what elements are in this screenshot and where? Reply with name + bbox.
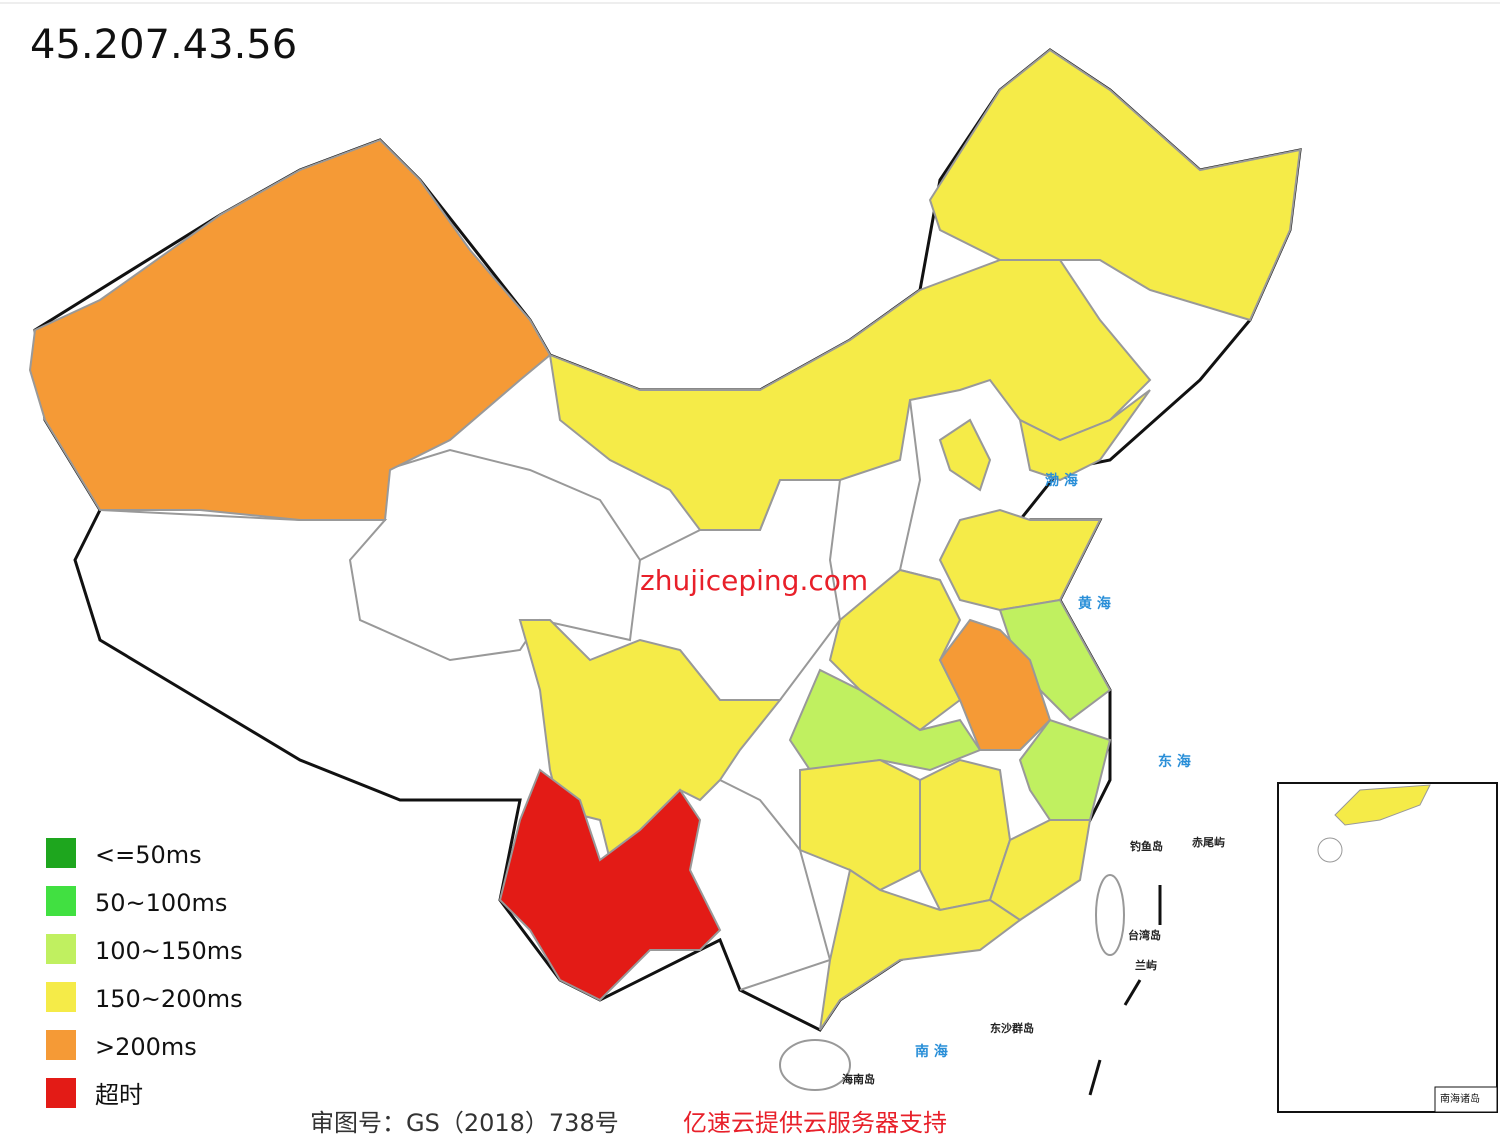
legend-swatch [46, 982, 76, 1012]
legend-label: 超时 [95, 1081, 143, 1109]
legend-swatch [46, 934, 76, 964]
legend-label: <=50ms [95, 841, 202, 869]
region-beijing-tianjin [938, 418, 992, 492]
legend-label: 100~150ms [95, 937, 243, 965]
watermark: zhujiceping.com [640, 564, 868, 597]
region-inner-mongolia [548, 259, 1152, 531]
legend-label: 50~100ms [95, 889, 227, 917]
footer-approval: 审图号：GS（2018）738号 [310, 1109, 619, 1137]
inset-title: 南海诸岛 [1440, 1092, 1480, 1105]
island-label: 兰屿 [1135, 958, 1157, 972]
inset-coast [1334, 784, 1431, 826]
region-heilongjiang [928, 48, 1302, 322]
region-guangdong [819, 868, 1022, 1031]
region-liaoning [1018, 389, 1151, 482]
hainan-island [779, 1039, 851, 1091]
taiwan-island [1095, 874, 1125, 956]
china-map: 渤 海 黄 海 东 海 南 海 台湾岛 海南岛 钓鱼岛 赤尾屿 东沙群岛 兰屿 [28, 48, 1302, 1096]
boundary-dash [1088, 1059, 1102, 1096]
sea-label: 南 海 [915, 1043, 948, 1060]
legend-swatch [46, 886, 76, 916]
island-label: 海南岛 [842, 1072, 875, 1086]
region-anhui [938, 618, 1052, 751]
legend-label: >200ms [95, 1033, 197, 1061]
boundary-dash [1123, 979, 1142, 1006]
legend-label: 150~200ms [95, 985, 243, 1013]
inset-map: 南海诸岛 [1277, 782, 1498, 1113]
inset-island [1317, 837, 1343, 863]
inset-frame [1277, 782, 1498, 1113]
legend-swatch [46, 1030, 76, 1060]
island-label: 钓鱼岛 [1130, 839, 1163, 853]
region-hunan [799, 758, 921, 892]
region-shandong [938, 508, 1102, 612]
title: 45.207.43.56 [30, 22, 297, 68]
island-label: 赤尾屿 [1192, 835, 1225, 849]
region-yunnan [498, 768, 722, 1002]
legend-swatch [46, 838, 76, 868]
sea-label: 黄 海 [1078, 595, 1111, 612]
region-xinjiang [28, 138, 552, 521]
sea-label: 渤 海 [1045, 472, 1078, 489]
legend-swatch [46, 1078, 76, 1108]
sea-label: 东 海 [1158, 753, 1191, 770]
island-label: 东沙群岛 [990, 1021, 1034, 1035]
footer-sponsor: 亿速云提供云服务器支持 [683, 1109, 947, 1137]
island-label: 台湾岛 [1128, 928, 1161, 942]
legend: <=50ms 50~100ms 100~150ms 150~200ms >200ms 超时 [46, 838, 243, 1109]
inset-caption-box [1434, 1086, 1498, 1113]
